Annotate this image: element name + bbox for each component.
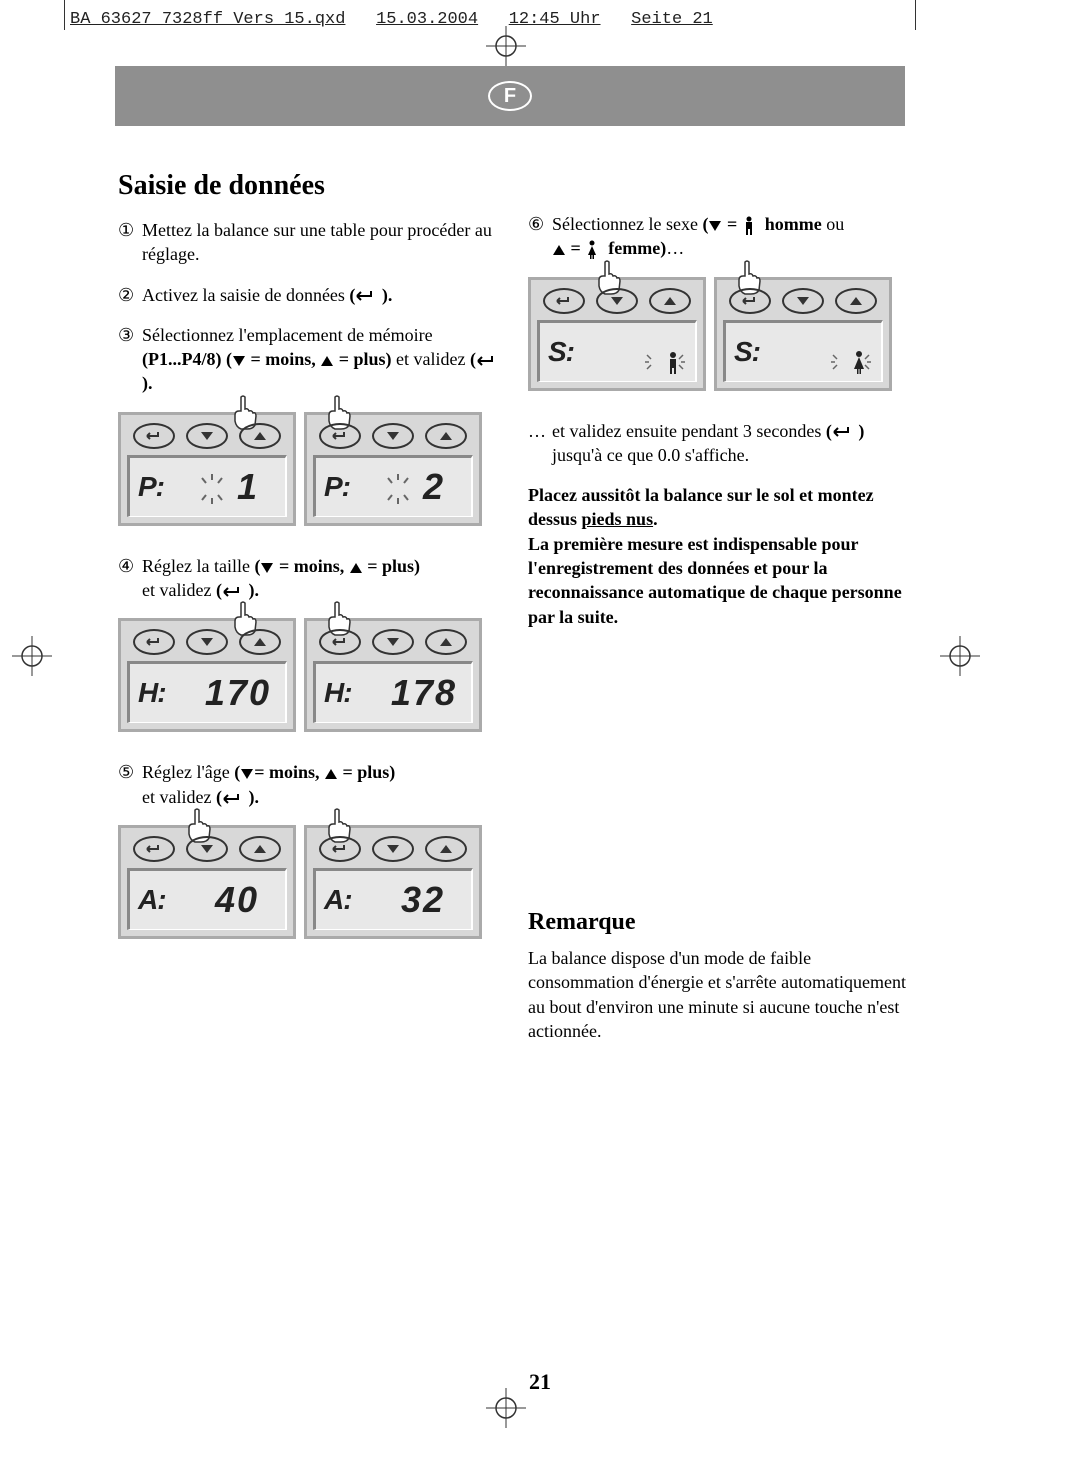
- enter-button-icon: [729, 288, 771, 314]
- lcd-s1: S:: [528, 277, 706, 391]
- enter-button-icon: [319, 629, 361, 655]
- lcd-s2: S:: [714, 277, 892, 391]
- lcd-sex-pair: S: S:: [528, 277, 908, 391]
- lcd-height-pair: H: 170 H: 178: [118, 618, 498, 732]
- step-4: ④ Réglez la taille ( = moins, = plus) et…: [118, 554, 498, 603]
- step-6: ⑥ Sélectionnez le sexe ( = homme ou = fe…: [528, 212, 908, 261]
- triangle-up-icon: [349, 562, 363, 574]
- down-button-icon: [372, 629, 414, 655]
- triangle-up-icon: [324, 768, 338, 780]
- male-indicator-icon: [645, 347, 685, 377]
- file-date: 15.03.2004: [376, 10, 478, 29]
- file-page: Seite 21: [631, 10, 713, 29]
- file-name: BA_63627_7328ff_Vers_15.qxd: [70, 10, 345, 29]
- up-button-icon: [835, 288, 877, 314]
- enter-icon: [832, 425, 854, 439]
- step-7: … et validez ensuite pendant 3 secondes …: [528, 419, 908, 468]
- enter-button-icon: [133, 836, 175, 862]
- down-button-icon: [596, 288, 638, 314]
- female-indicator-icon: [831, 347, 871, 377]
- step-5: ⑤ Réglez l'âge (= moins, = plus) et vali…: [118, 760, 498, 809]
- registration-mark-icon: [12, 636, 52, 676]
- up-button-icon: [425, 629, 467, 655]
- glow-icon: [198, 472, 226, 506]
- enter-button-icon: [319, 423, 361, 449]
- lcd-age-pair: A: 40 A: 32: [118, 825, 498, 939]
- male-icon: [742, 216, 756, 236]
- triangle-down-icon: [240, 768, 254, 780]
- up-button-icon: [239, 836, 281, 862]
- down-button-icon: [186, 836, 228, 862]
- triangle-up-icon: [320, 355, 334, 367]
- lcd-memory-pair: P: 1 P: 2: [118, 412, 498, 526]
- lcd-h2: H: 178: [304, 618, 482, 732]
- enter-button-icon: [133, 629, 175, 655]
- up-button-icon: [239, 629, 281, 655]
- glow-icon: [384, 472, 412, 506]
- enter-button-icon: [543, 288, 585, 314]
- enter-button-icon: [133, 423, 175, 449]
- step-1: ① Mettez la balance sur une table pour p…: [118, 218, 498, 267]
- triangle-down-icon: [260, 562, 274, 574]
- triangle-down-icon: [708, 220, 722, 232]
- lcd-a2: A: 32: [304, 825, 482, 939]
- down-button-icon: [372, 423, 414, 449]
- step-2: ② Activez la saisie de données ( ).: [118, 283, 498, 307]
- page-number: 21: [529, 1369, 551, 1395]
- file-header: BA_63627_7328ff_Vers_15.qxd 15.03.2004 1…: [70, 10, 713, 29]
- up-button-icon: [649, 288, 691, 314]
- lcd-p2: P: 2: [304, 412, 482, 526]
- up-button-icon: [425, 836, 467, 862]
- remarque-title: Remarque: [528, 909, 908, 936]
- enter-icon: [222, 792, 244, 806]
- step-3: ③ Sélectionnez l'emplacement de mémoire …: [118, 323, 498, 396]
- enter-button-icon: [319, 836, 361, 862]
- remarque-text: La balance dispose d'un mode de faible c…: [528, 946, 908, 1043]
- triangle-up-icon: [552, 244, 566, 256]
- enter-icon: [222, 585, 244, 599]
- lcd-h1: H: 170: [118, 618, 296, 732]
- down-button-icon: [372, 836, 414, 862]
- file-time: 12:45 Uhr: [509, 10, 601, 29]
- lcd-p1: P: 1: [118, 412, 296, 526]
- enter-icon: [355, 289, 377, 303]
- down-button-icon: [782, 288, 824, 314]
- language-band: F: [115, 66, 905, 126]
- up-button-icon: [239, 423, 281, 449]
- registration-mark-icon: [486, 1388, 526, 1428]
- up-button-icon: [425, 423, 467, 449]
- instruction-bold: Placez aussitôt la balance sur le sol et…: [528, 483, 908, 629]
- page-title: Saisie de données: [118, 170, 498, 202]
- registration-mark-icon: [486, 26, 526, 66]
- female-icon: [585, 240, 599, 260]
- enter-icon: [476, 354, 498, 368]
- down-button-icon: [186, 423, 228, 449]
- down-button-icon: [186, 629, 228, 655]
- language-badge: F: [488, 81, 532, 111]
- lcd-a1: A: 40: [118, 825, 296, 939]
- registration-mark-icon: [940, 636, 980, 676]
- triangle-down-icon: [232, 355, 246, 367]
